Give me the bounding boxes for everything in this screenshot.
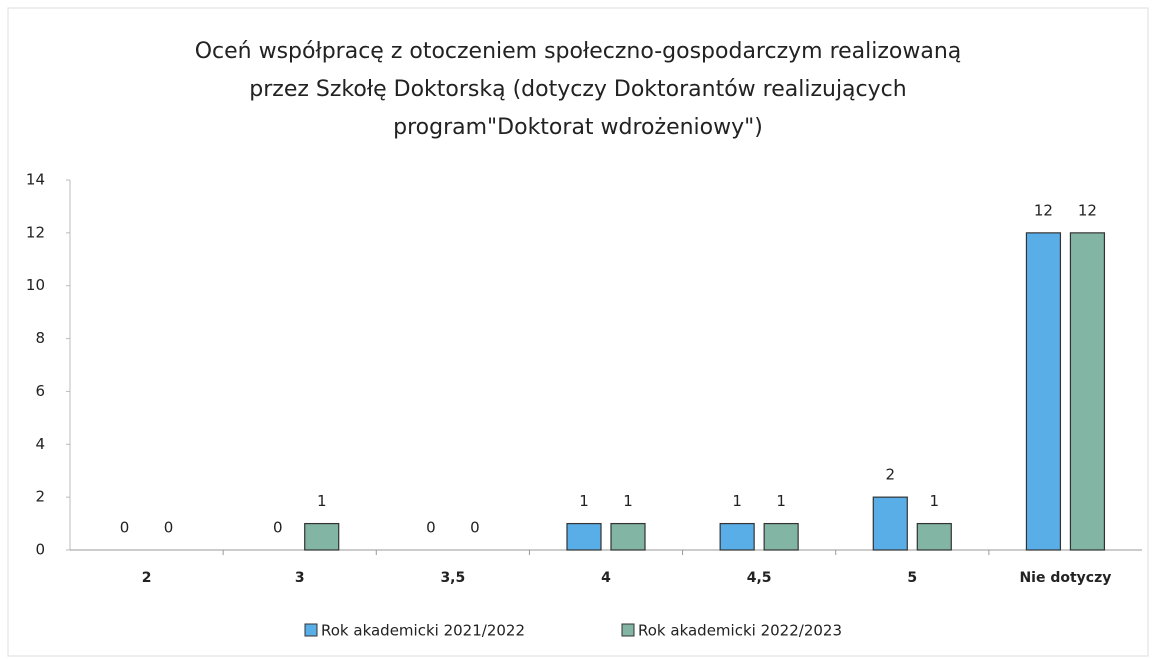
bar	[719, 522, 755, 551]
data-label: 1	[930, 492, 940, 510]
y-tick-label: 10	[26, 276, 45, 294]
bar	[763, 522, 799, 551]
x-tick-label: 5	[907, 570, 917, 586]
legend-label: Rok akademicki 2021/2022	[321, 622, 525, 640]
bar	[916, 522, 952, 551]
x-tick-label: 4	[601, 570, 611, 586]
legend-label: Rok akademicki 2022/2023	[638, 622, 842, 640]
data-label: 0	[273, 519, 283, 537]
bar	[566, 522, 602, 551]
y-tick-label: 4	[35, 435, 45, 453]
bar	[610, 522, 646, 551]
chart-title: Oceń współpracę z otoczeniem społeczno-g…	[195, 39, 962, 140]
x-tick-label: 4,5	[747, 570, 772, 586]
data-label: 1	[579, 492, 589, 510]
y-tick-label: 2	[35, 488, 45, 506]
legend-swatch	[621, 623, 635, 637]
data-label: 1	[732, 492, 742, 510]
y-tick-label: 0	[35, 541, 45, 559]
x-tick-label: 3	[295, 570, 305, 586]
data-label: 12	[1034, 201, 1053, 219]
bar	[1025, 232, 1062, 551]
data-label: 0	[470, 519, 480, 537]
x-tick-label: Nie dotyczy	[1019, 570, 1111, 586]
x-tick-label: 2	[142, 570, 152, 586]
data-label: 2	[886, 466, 896, 484]
data-label: 0	[164, 519, 174, 537]
data-label: 1	[776, 492, 786, 510]
y-tick-label: 8	[35, 329, 45, 347]
data-label: 0	[120, 519, 130, 537]
x-tick-label: 3,5	[440, 570, 465, 586]
bar	[304, 522, 340, 551]
bar	[1069, 232, 1106, 551]
bar	[872, 496, 908, 551]
chart-frame	[7, 7, 1149, 657]
data-label: 1	[317, 492, 327, 510]
data-label: 1	[623, 492, 633, 510]
data-label: 0	[426, 519, 436, 537]
y-tick-label: 6	[35, 382, 45, 400]
legend-swatch	[304, 623, 318, 637]
data-label: 12	[1078, 201, 1097, 219]
y-tick-label: 14	[26, 171, 45, 189]
y-tick-label: 12	[26, 223, 45, 241]
